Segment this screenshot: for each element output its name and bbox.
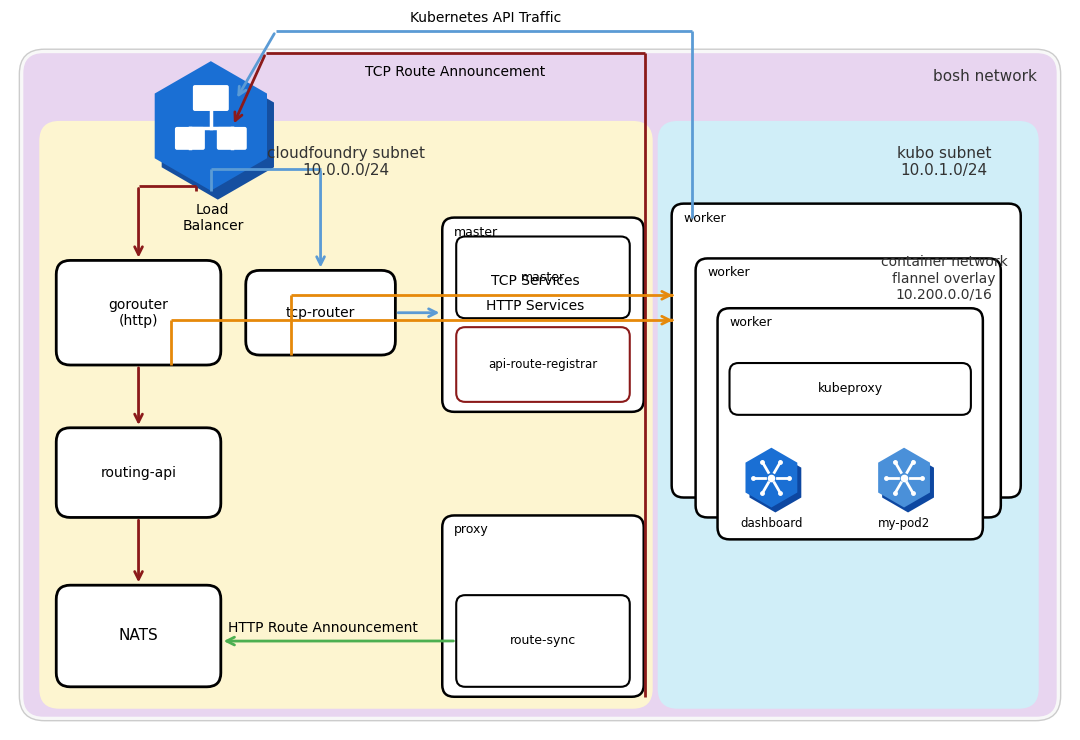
Text: Load
Balancer: Load Balancer	[183, 203, 243, 233]
Text: master: master	[521, 271, 565, 284]
FancyBboxPatch shape	[696, 258, 1001, 517]
FancyBboxPatch shape	[175, 127, 205, 149]
Text: bosh network: bosh network	[933, 69, 1037, 84]
Polygon shape	[750, 453, 801, 513]
Text: TCP Route Announcement: TCP Route Announcement	[365, 65, 545, 79]
Text: Kubernetes API Traffic: Kubernetes API Traffic	[409, 11, 561, 25]
FancyBboxPatch shape	[24, 53, 1056, 717]
FancyBboxPatch shape	[56, 428, 220, 517]
Text: cloudfoundry subnet
10.0.0.0/24: cloudfoundry subnet 10.0.0.0/24	[267, 146, 424, 178]
FancyBboxPatch shape	[56, 260, 220, 365]
Polygon shape	[878, 448, 930, 508]
FancyBboxPatch shape	[658, 121, 1039, 709]
Text: kubeproxy: kubeproxy	[818, 383, 882, 395]
FancyBboxPatch shape	[246, 270, 395, 355]
Text: kubo subnet
10.0.1.0/24: kubo subnet 10.0.1.0/24	[896, 146, 991, 178]
Text: route-sync: route-sync	[510, 634, 576, 648]
Text: worker: worker	[707, 266, 751, 280]
Text: HTTP Services: HTTP Services	[486, 299, 584, 313]
Text: routing-api: routing-api	[100, 465, 176, 480]
FancyBboxPatch shape	[672, 204, 1021, 497]
Text: dashboard: dashboard	[740, 517, 802, 531]
Text: HTTP Route Announcement: HTTP Route Announcement	[228, 621, 418, 635]
Text: worker: worker	[684, 212, 726, 225]
Polygon shape	[745, 448, 797, 508]
Text: gorouter
(http): gorouter (http)	[109, 297, 168, 328]
Text: proxy: proxy	[455, 523, 489, 536]
FancyBboxPatch shape	[456, 237, 630, 318]
FancyBboxPatch shape	[19, 49, 1061, 721]
Text: tcp-router: tcp-router	[286, 306, 355, 320]
Polygon shape	[154, 61, 267, 191]
Text: api-route-registrar: api-route-registrar	[488, 358, 597, 371]
Polygon shape	[882, 453, 934, 513]
Text: container network
flannel overlay
10.200.0.0/16: container network flannel overlay 10.200…	[880, 255, 1008, 302]
FancyBboxPatch shape	[456, 595, 630, 687]
Polygon shape	[162, 70, 274, 200]
FancyBboxPatch shape	[442, 516, 644, 697]
FancyBboxPatch shape	[217, 127, 246, 149]
FancyBboxPatch shape	[56, 585, 220, 687]
Text: master: master	[455, 226, 498, 238]
Text: worker: worker	[729, 316, 772, 329]
FancyBboxPatch shape	[193, 85, 229, 111]
FancyBboxPatch shape	[456, 327, 630, 402]
FancyBboxPatch shape	[442, 218, 644, 412]
Text: my-pod2: my-pod2	[878, 517, 930, 531]
Text: TCP Services: TCP Services	[490, 275, 579, 289]
FancyBboxPatch shape	[717, 309, 983, 539]
FancyBboxPatch shape	[729, 363, 971, 415]
FancyBboxPatch shape	[39, 121, 652, 709]
Text: NATS: NATS	[119, 628, 159, 644]
